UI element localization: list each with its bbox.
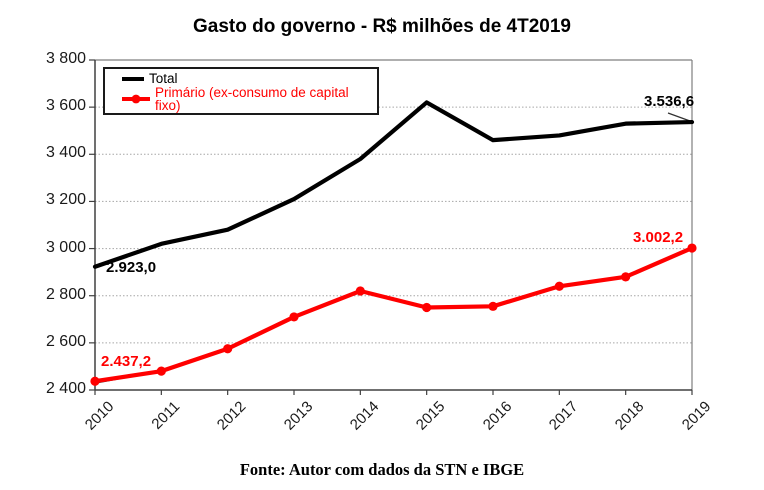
data-point-marker <box>289 312 299 322</box>
data-point-marker <box>554 281 564 291</box>
legend-item-total: Total <box>120 72 377 86</box>
data-point-label: 2.437,2 <box>101 353 152 370</box>
data-point-marker <box>223 344 233 354</box>
label-leader-line <box>667 112 691 122</box>
legend-label-total: Total <box>149 71 178 86</box>
chart-title: Gasto do governo - R$ milhões de 4T2019 <box>193 16 571 37</box>
data-point-marker <box>156 366 166 376</box>
y-tick-label: 2 400 <box>45 380 86 397</box>
data-point-marker <box>488 301 498 311</box>
data-point-marker <box>355 286 365 296</box>
legend-label-primario: Primário (ex-consumo de capital fixo) <box>155 84 349 113</box>
series-line-total <box>92 100 695 269</box>
y-tick-label: 2 800 <box>45 285 86 303</box>
total-line-swatch <box>122 76 144 81</box>
data-point-marker <box>422 302 432 313</box>
data-point-marker <box>621 272 631 282</box>
y-tick-label: 3 400 <box>45 144 86 162</box>
legend-item-primario: Primário (ex-consumo de capital fixo) <box>120 84 377 113</box>
primario-line-swatch <box>122 94 150 104</box>
y-tick-label: 3 200 <box>45 191 86 209</box>
data-point-label: 3.002,2 <box>633 229 684 246</box>
source-note: Fonte: Autor com dados da STN e IBGE <box>239 460 525 479</box>
y-tick-label: 2 600 <box>45 332 86 350</box>
series-line-primario <box>92 245 695 384</box>
data-point-marker <box>687 243 697 253</box>
data-point-label: 2.923,0 <box>106 259 157 276</box>
data-point-marker <box>90 376 100 386</box>
data-point-label: 3.536,6 <box>644 93 695 110</box>
y-tick-label: 3 000 <box>45 238 86 256</box>
y-tick-label: 3 600 <box>45 97 86 115</box>
y-tick-label: 3 800 <box>45 50 86 67</box>
legend: Total Primário (ex-consumo de capital fi… <box>103 67 379 115</box>
